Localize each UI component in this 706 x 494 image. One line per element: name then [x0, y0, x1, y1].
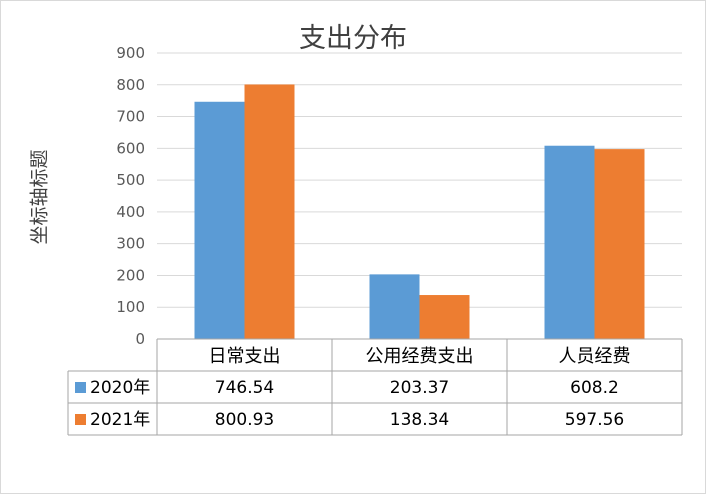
y-tick-label: 600: [116, 139, 145, 157]
category-label: 人员经费: [559, 346, 631, 367]
y-tick-label: 0: [135, 330, 145, 348]
data-table: 日常支出 公用经费支出 人员经费 2020年 746.54 203.37 608.2 2021…: [67, 338, 683, 436]
y-tick-label: 200: [116, 266, 145, 284]
y-tick-label: 300: [116, 235, 145, 253]
legend-swatch: [75, 414, 86, 425]
data-label: 746.54: [215, 378, 274, 398]
bar: [419, 295, 470, 339]
data-label: 597.56: [565, 410, 624, 430]
category-label: 日常支出: [209, 346, 281, 367]
data-label: 800.93: [215, 410, 274, 430]
legend-label: 2020年: [90, 378, 150, 398]
bar: [194, 101, 245, 339]
data-label: 608.2: [570, 378, 619, 398]
legend-label: 2021年: [90, 410, 150, 430]
y-tick-label: 900: [116, 44, 145, 62]
data-label: 203.37: [390, 378, 449, 398]
y-tick-label: 100: [116, 298, 145, 316]
y-tick-label: 800: [116, 76, 145, 94]
chart-title: 支出分布: [299, 23, 407, 54]
legend-swatch: [75, 382, 86, 393]
bar-layer: [194, 84, 645, 340]
y-tick-label: 400: [116, 203, 145, 221]
category-label: 公用经费支出: [366, 346, 474, 367]
bar: [244, 84, 295, 340]
y-tick-layer: 0 100 200 300 400 500 600 700 800 900: [116, 44, 145, 348]
y-tick-label: 500: [116, 171, 145, 189]
bar: [369, 274, 420, 339]
data-label: 138.34: [390, 410, 449, 430]
bar: [594, 149, 645, 339]
bar: [544, 145, 595, 339]
y-tick-label: 700: [116, 108, 145, 126]
